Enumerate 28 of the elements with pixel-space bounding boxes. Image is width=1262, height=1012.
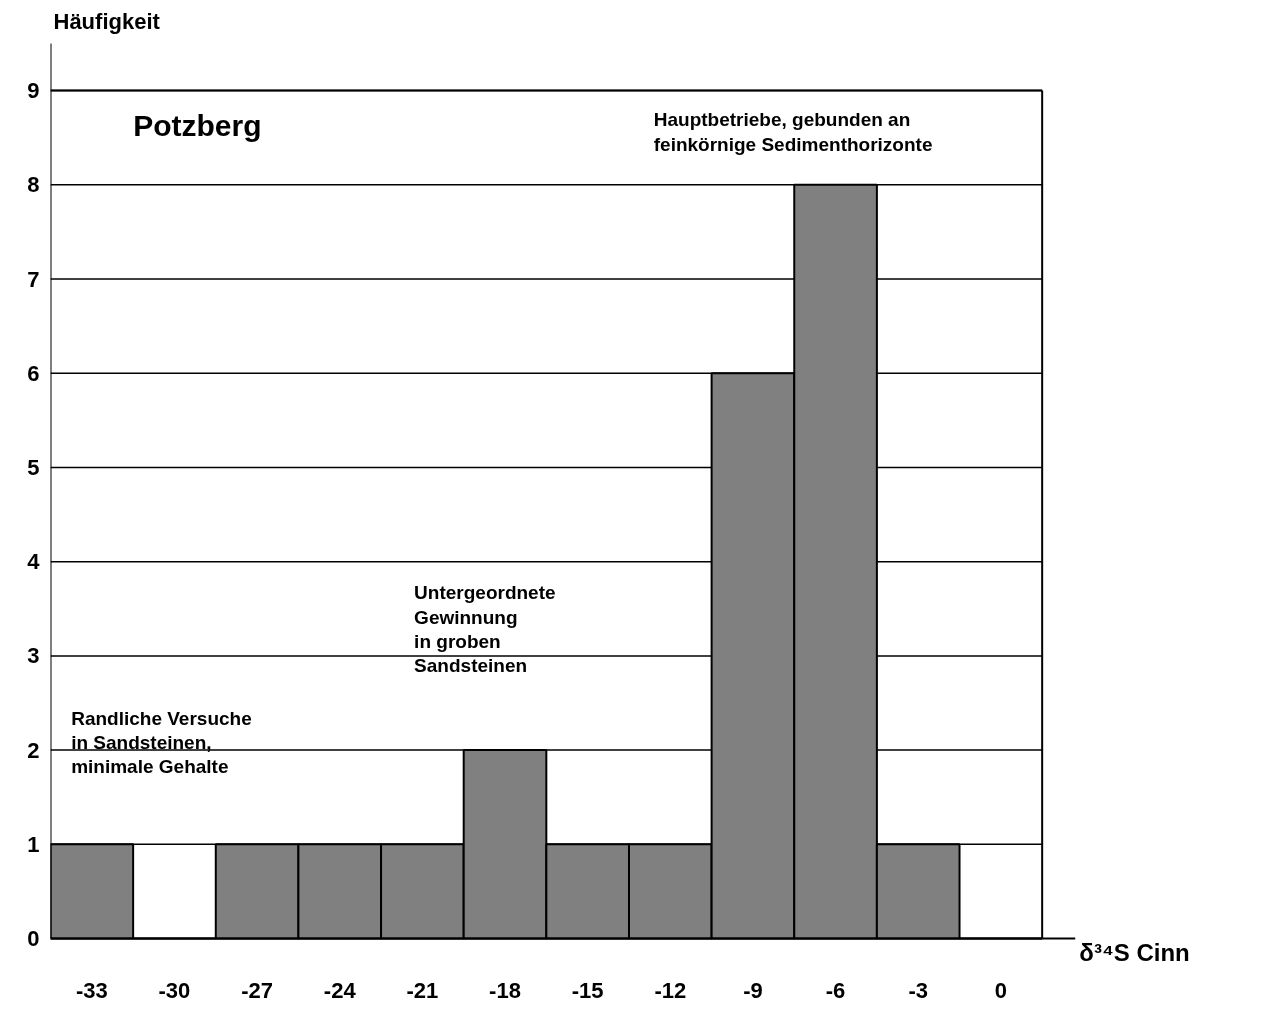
y-tick-label: 4 <box>27 549 41 575</box>
x-tick-label: -15 <box>571 977 604 1003</box>
x-tick-label: -3 <box>908 977 928 1003</box>
y-tick-label: 3 <box>27 643 40 669</box>
y-tick-label: 6 <box>27 360 40 386</box>
y-tick-label: 7 <box>27 266 40 292</box>
y-tick-label: 9 <box>27 78 40 104</box>
x-tick-label: -6 <box>825 977 846 1003</box>
y-tick-label: 1 <box>27 831 40 857</box>
x-tick-label: -24 <box>323 977 357 1003</box>
x-tick-label: -18 <box>489 977 521 1003</box>
x-axis-title: δ³⁴S Cinn <box>1079 938 1190 966</box>
annotation: Hauptbetriebe, gebunden an feinkörnige Sedimenthorizonte <box>653 109 933 155</box>
x-tick-label: -9 <box>743 977 763 1003</box>
y-tick-label: 8 <box>27 172 40 198</box>
x-tick-label: 0 <box>994 977 1007 1003</box>
y-tick-label: 5 <box>27 454 40 480</box>
x-tick-label: -33 <box>75 977 108 1003</box>
annotation: Randliche Versuche in Sandsteinen, minimale Gehalte <box>71 707 252 777</box>
x-tick-label: -21 <box>406 977 439 1003</box>
x-tick-label: -27 <box>241 977 273 1003</box>
y-axis-title: Häufigkeit <box>53 9 161 35</box>
text: Potzberg <box>133 109 262 143</box>
y-tick-label: 0 <box>27 926 40 952</box>
x-tick-label: -12 <box>654 977 687 1003</box>
y-tick-label: 2 <box>27 737 40 763</box>
x-tick-label: -30 <box>158 977 191 1003</box>
annotation: Untergeordnete Gewinnung in groben Sandsteinen <box>414 582 556 676</box>
